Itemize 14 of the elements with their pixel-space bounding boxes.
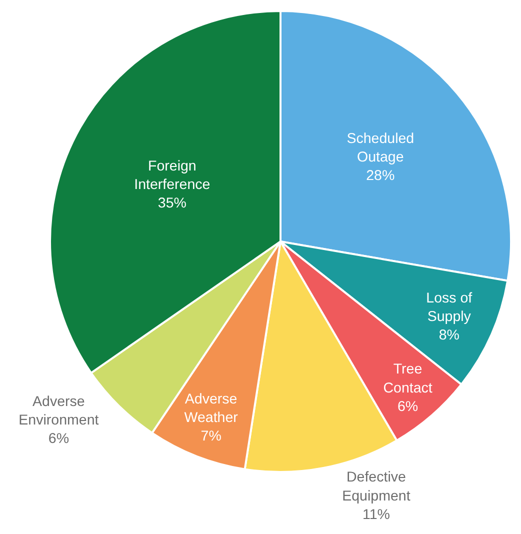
data-label: 6% <box>48 431 70 448</box>
slice-label: Foreign Interference <box>134 158 210 193</box>
data-label: 8% <box>438 327 460 344</box>
slice-label: Tree Contact <box>383 362 432 396</box>
data-label: 11% <box>362 506 390 523</box>
data-label: 6% <box>397 398 418 415</box>
slice-label: Defective Equipment <box>342 470 410 504</box>
slice-label: Loss of Supply <box>426 290 472 325</box>
data-label: 28% <box>366 168 395 184</box>
data-label: 35% <box>158 195 187 212</box>
slice-label: Adverse Environment <box>18 394 99 429</box>
data-label: 7% <box>200 428 222 445</box>
slice-label: Scheduled Outage <box>346 130 414 166</box>
slice-label: Adverse Weather <box>184 391 238 426</box>
